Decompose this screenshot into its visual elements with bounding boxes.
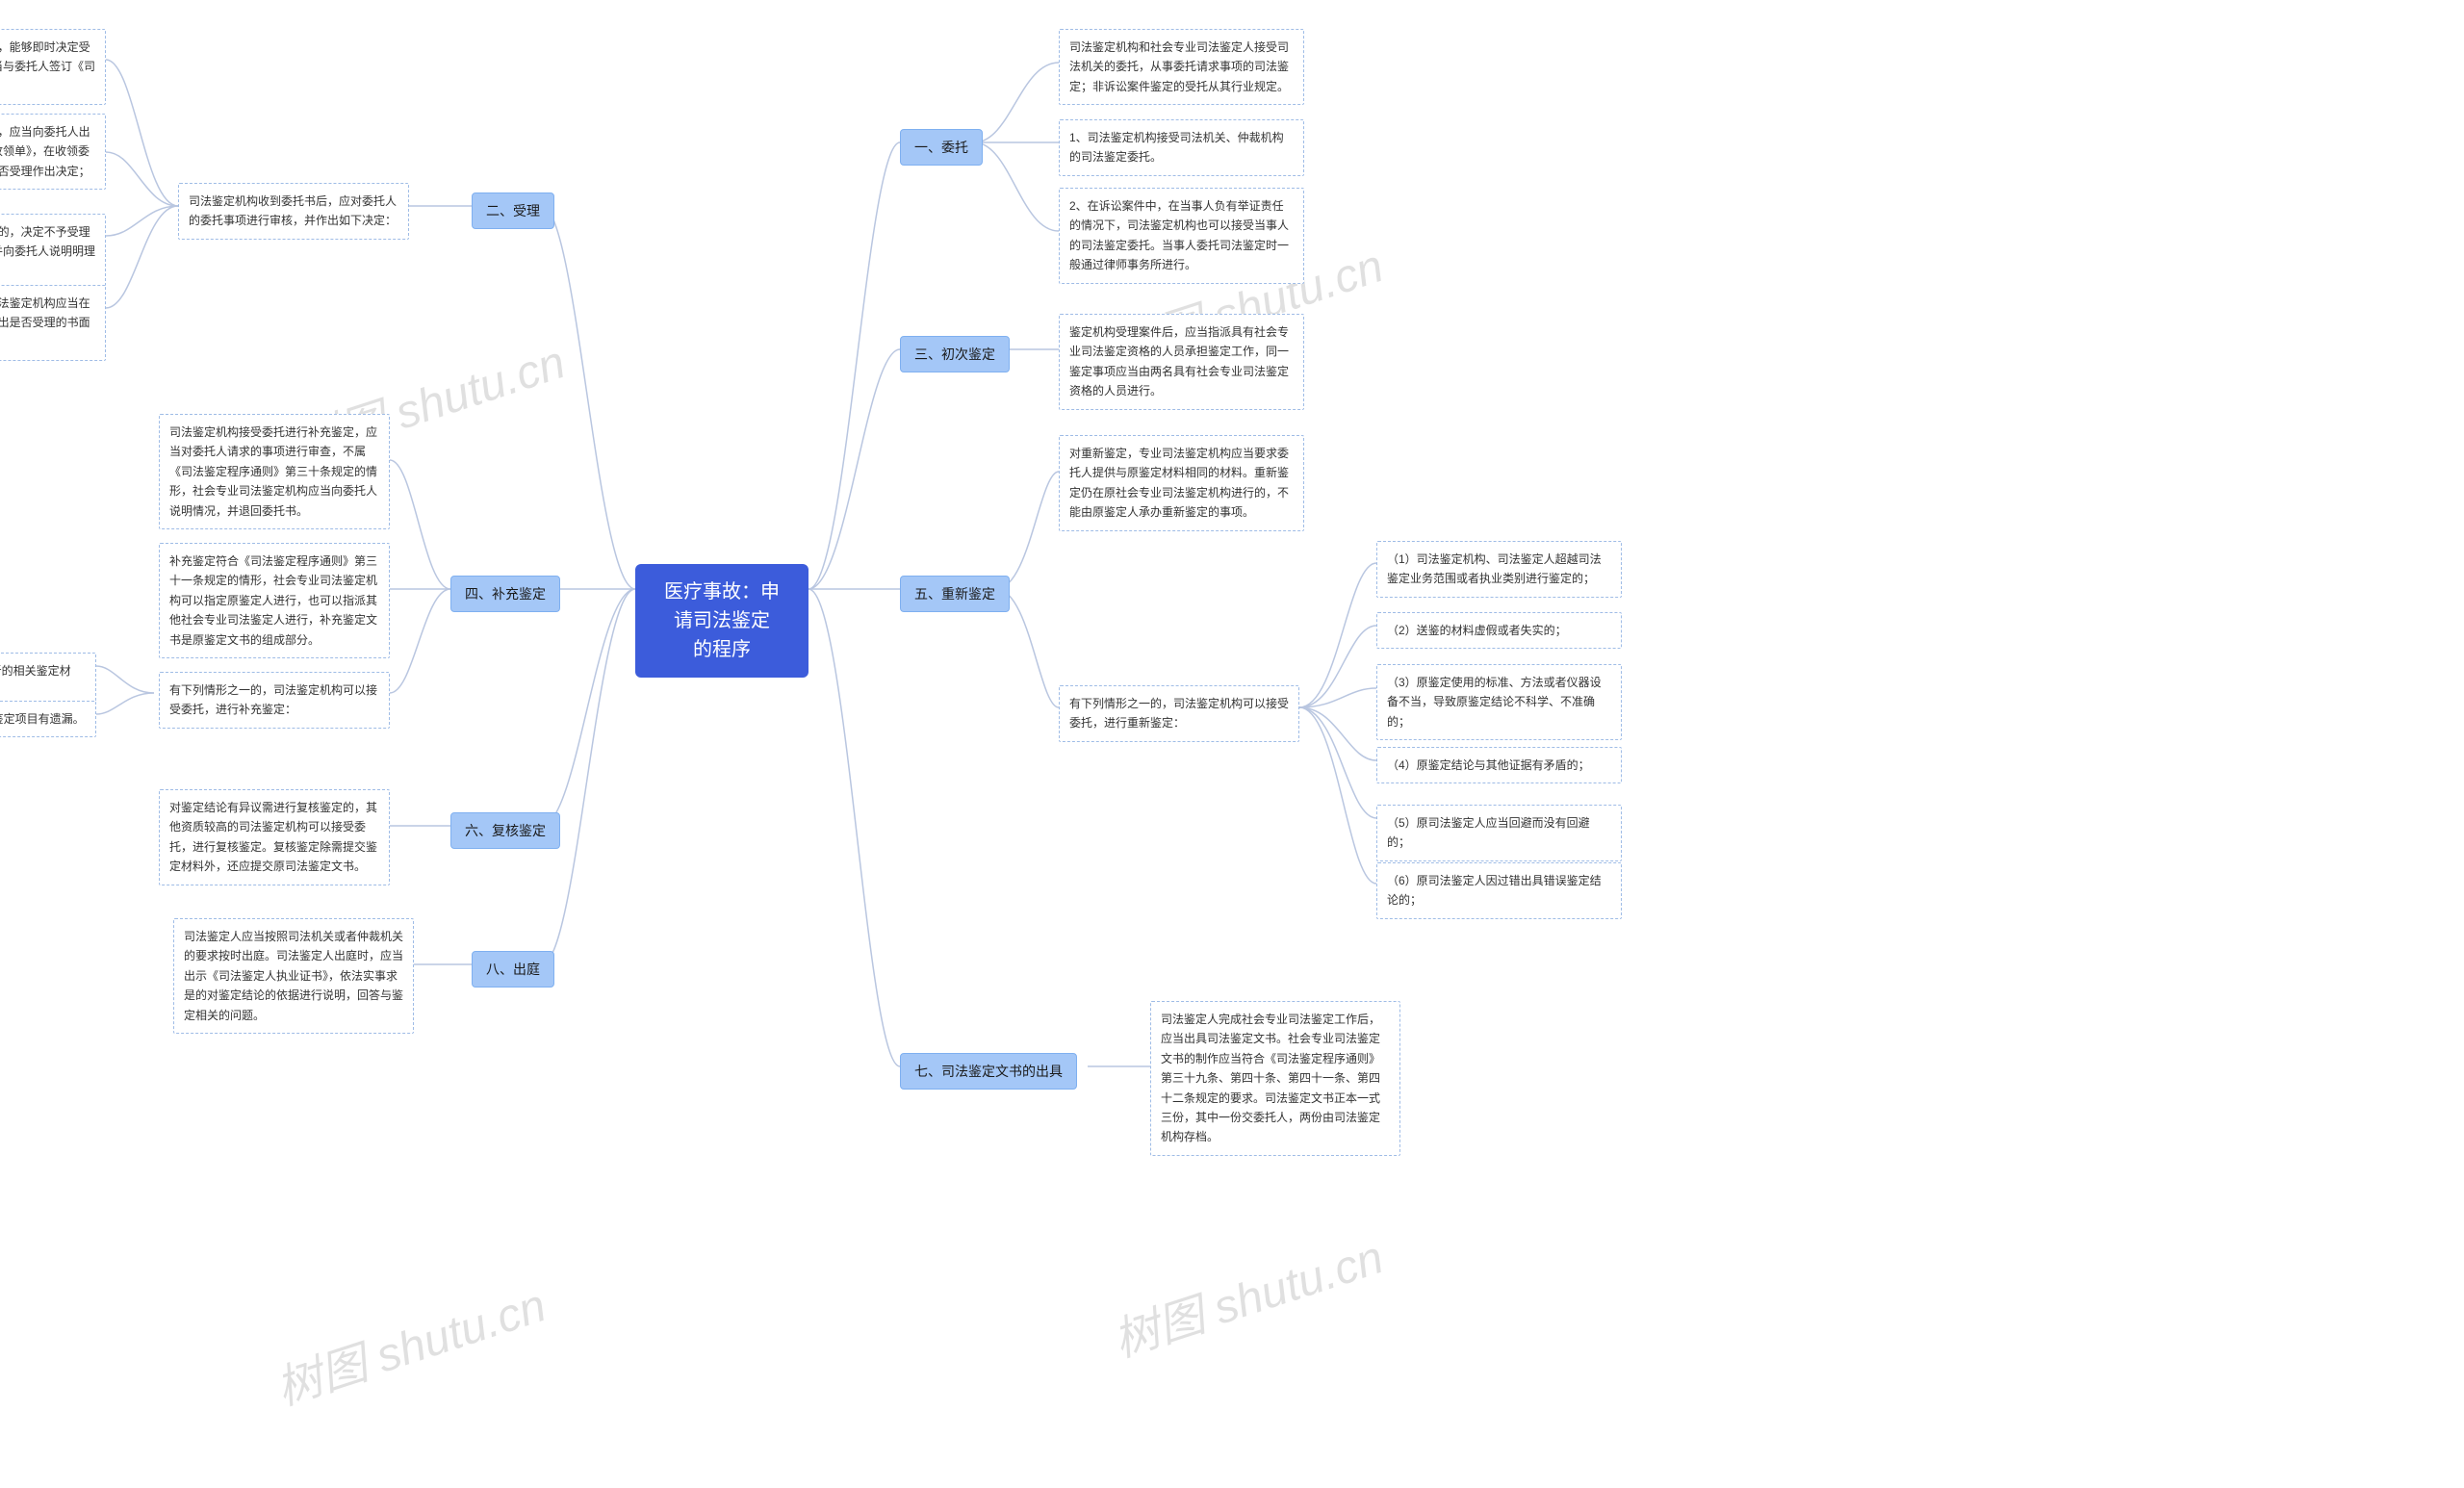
detail-b2d3: 3、对于不符合受理条件的，决定不予受理的，应当退回鉴定材料并向委托人说明明理由；	[0, 214, 106, 290]
detail-b8d1: 司法鉴定人应当按照司法机关或者仲裁机关的要求按时出庭。司法鉴定人出庭时，应当出示…	[173, 918, 414, 1034]
detail-b4d3b: （2）原鉴定项目有遗漏。	[0, 701, 96, 737]
central-topic: 医疗事故：申请司法鉴定 的程序	[635, 564, 808, 678]
detail-b2intro: 司法鉴定机构收到委托书后，应对委托人的委托事项进行审核，并作出如下决定：	[178, 183, 409, 240]
detail-b4d3: 有下列情形之一的，司法鉴定机构可以接受委托，进行补充鉴定：	[159, 672, 390, 729]
branch-5: 五、重新鉴定	[900, 576, 1010, 612]
watermark: 树图 shutu.cn	[266, 1268, 552, 1418]
branch-7: 七、司法鉴定文书的出具	[900, 1053, 1077, 1090]
detail-b5d2b: （2）送鉴的材料虚假或者失实的；	[1376, 612, 1622, 649]
branch-2: 二、受理	[472, 192, 554, 229]
watermark: 树图 shutu.cn	[1103, 1219, 1390, 1370]
detail-b5d2e: （5）原司法鉴定人应当回避而没有回避的；	[1376, 805, 1622, 861]
detail-b5d2c: （3）原鉴定使用的标准、方法或者仪器设备不当，导致原鉴定结论不科学、不准确的；	[1376, 664, 1622, 740]
central-line1: 医疗事故：申请司法鉴定	[664, 581, 780, 631]
detail-b2d2: 2、不能即时决定受理的，应当向委托人出具《司法鉴定委托材料收领单》，在收领委托材…	[0, 114, 106, 190]
detail-b5d1: 对重新鉴定，专业司法鉴定机构应当要求委托人提供与原鉴定材料相同的材料。重新鉴定仍…	[1059, 435, 1304, 531]
detail-b3d1: 鉴定机构受理案件后，应当指派具有社会专业司法鉴定资格的人员承担鉴定工作，同一鉴定…	[1059, 314, 1304, 410]
detail-b6d1: 对鉴定结论有异议需进行复核鉴定的，其他资质较高的司法鉴定机构可以接受委托，进行复…	[159, 789, 390, 885]
branch-8: 八、出庭	[472, 951, 554, 988]
detail-b4d2: 补充鉴定符合《司法鉴定程序通则》第三十一条规定的情形，社会专业司法鉴定机构可以指…	[159, 543, 390, 658]
detail-b2d4: 4、对于函件委托的，司法鉴定机构应当在收到函件之日起7日内作出是否受理的书面答复…	[0, 285, 106, 361]
detail-b1d2: 1、司法鉴定机构接受司法机关、仲裁机构的司法鉴定委托。	[1059, 119, 1304, 176]
detail-b5d2: 有下列情形之一的，司法鉴定机构可以接受委托，进行重新鉴定：	[1059, 685, 1299, 742]
detail-b5d2a: （1）司法鉴定机构、司法鉴定人超越司法鉴定业务范围或者执业类别进行鉴定的；	[1376, 541, 1622, 598]
branch-4: 四、补充鉴定	[450, 576, 560, 612]
detail-b2d1: 1、对于符合受理条件的，能够即时决定受理的，司法鉴定机构应当与委托人签订《司法鉴…	[0, 29, 106, 105]
detail-b4d1: 司法鉴定机构接受委托进行补充鉴定，应当对委托人请求的事项进行审查，不属《司法鉴定…	[159, 414, 390, 529]
detail-b1d3: 2、在诉讼案件中，在当事人负有举证责任的情况下，司法鉴定机构也可以接受当事人的司…	[1059, 188, 1304, 284]
central-line2: 的程序	[693, 639, 751, 660]
branch-3: 三、初次鉴定	[900, 336, 1010, 372]
branch-6: 六、复核鉴定	[450, 812, 560, 849]
branch-1: 一、委托	[900, 129, 983, 166]
detail-b5d2f: （6）原司法鉴定人因过错出具错误鉴定结论的；	[1376, 862, 1622, 919]
detail-b1d1: 司法鉴定机构和社会专业司法鉴定人接受司法机关的委托，从事委托请求事项的司法鉴定；…	[1059, 29, 1304, 105]
detail-b7d1: 司法鉴定人完成社会专业司法鉴定工作后，应当出具司法鉴定文书。社会专业司法鉴定文书…	[1150, 1001, 1400, 1156]
detail-b5d2d: （4）原鉴定结论与其他证据有矛盾的；	[1376, 747, 1622, 783]
